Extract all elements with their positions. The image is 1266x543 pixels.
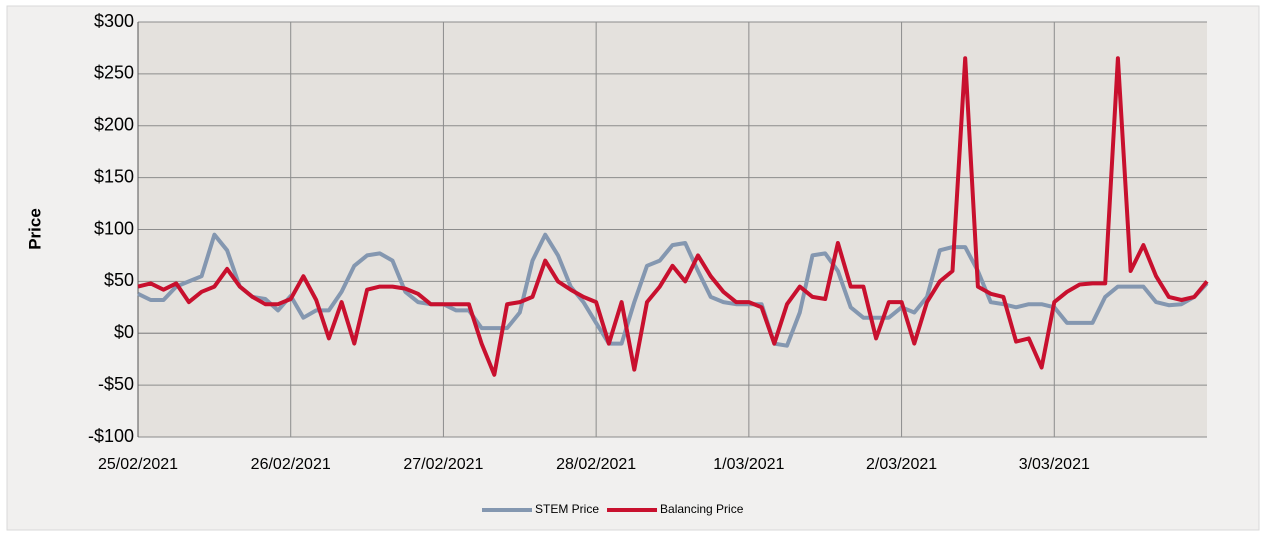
series-line: [137, 56, 1209, 377]
legend: STEM Price Balancing Price: [482, 502, 744, 516]
y-tick-label: $300: [94, 11, 134, 31]
y-axis-label: Price: [25, 208, 44, 250]
y-tick-label: $50: [104, 270, 134, 290]
x-tick-label: 25/02/2021: [98, 456, 178, 473]
y-tick-label: $150: [94, 166, 134, 186]
series-line: [137, 232, 1209, 348]
x-tick-label: 28/02/2021: [556, 456, 636, 473]
x-tick-label: 27/02/2021: [403, 456, 483, 473]
y-tick-label: -$50: [98, 374, 134, 394]
legend-label: STEM Price: [535, 502, 599, 516]
y-tick-label: -$100: [88, 426, 134, 446]
x-tick-label: 2/03/2021: [866, 456, 937, 473]
legend-label: Balancing Price: [660, 502, 744, 516]
x-tick-label: 26/02/2021: [251, 456, 331, 473]
y-tick-label: $0: [114, 322, 134, 342]
y-tick-label: $250: [94, 63, 134, 83]
y-tick-label: $200: [94, 115, 134, 135]
x-tick-label: 1/03/2021: [713, 456, 784, 473]
y-tick-label: $100: [94, 218, 134, 238]
x-tick-label: 3/03/2021: [1019, 456, 1090, 473]
